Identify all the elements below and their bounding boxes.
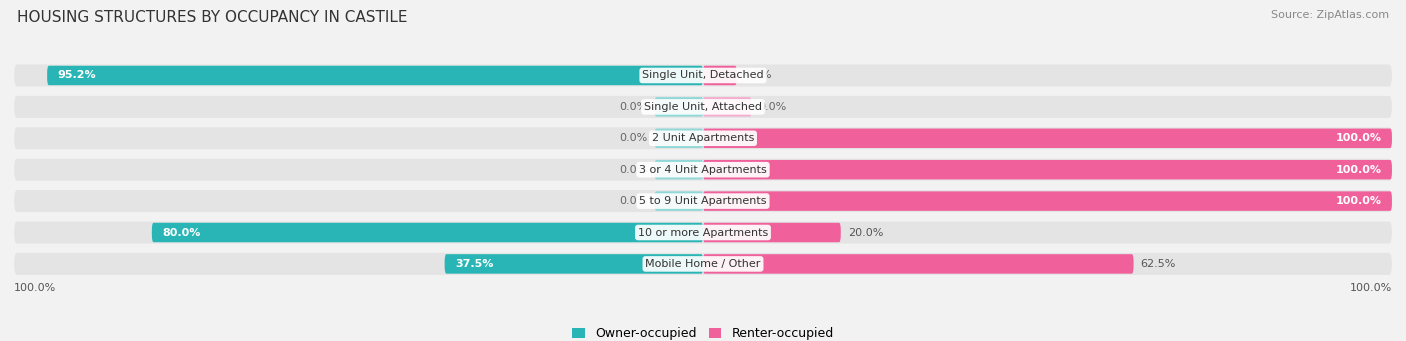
FancyBboxPatch shape [14, 64, 1392, 87]
Text: 3 or 4 Unit Apartments: 3 or 4 Unit Apartments [640, 165, 766, 175]
FancyBboxPatch shape [703, 160, 1392, 179]
Text: Mobile Home / Other: Mobile Home / Other [645, 259, 761, 269]
Text: HOUSING STRUCTURES BY OCCUPANCY IN CASTILE: HOUSING STRUCTURES BY OCCUPANCY IN CASTI… [17, 10, 408, 25]
Text: 10 or more Apartments: 10 or more Apartments [638, 227, 768, 238]
FancyBboxPatch shape [14, 253, 1392, 275]
FancyBboxPatch shape [703, 191, 1392, 211]
FancyBboxPatch shape [444, 254, 703, 273]
Legend: Owner-occupied, Renter-occupied: Owner-occupied, Renter-occupied [572, 327, 834, 340]
Text: 100.0%: 100.0% [1336, 133, 1382, 143]
Text: 100.0%: 100.0% [1350, 283, 1392, 293]
FancyBboxPatch shape [703, 66, 737, 85]
Text: 0.0%: 0.0% [758, 102, 786, 112]
FancyBboxPatch shape [655, 160, 703, 179]
FancyBboxPatch shape [703, 97, 751, 117]
Text: 0.0%: 0.0% [620, 165, 648, 175]
FancyBboxPatch shape [14, 127, 1392, 149]
Text: 20.0%: 20.0% [848, 227, 883, 238]
FancyBboxPatch shape [655, 97, 703, 117]
FancyBboxPatch shape [703, 129, 1392, 148]
FancyBboxPatch shape [655, 129, 703, 148]
Text: 62.5%: 62.5% [1140, 259, 1175, 269]
Text: Single Unit, Detached: Single Unit, Detached [643, 71, 763, 80]
FancyBboxPatch shape [703, 254, 1133, 273]
Text: 37.5%: 37.5% [456, 259, 494, 269]
FancyBboxPatch shape [14, 222, 1392, 243]
Text: 80.0%: 80.0% [162, 227, 201, 238]
FancyBboxPatch shape [48, 66, 703, 85]
FancyBboxPatch shape [14, 190, 1392, 212]
FancyBboxPatch shape [703, 223, 841, 242]
FancyBboxPatch shape [655, 191, 703, 211]
Text: 100.0%: 100.0% [1336, 165, 1382, 175]
FancyBboxPatch shape [152, 223, 703, 242]
Text: 4.9%: 4.9% [744, 71, 772, 80]
Text: 100.0%: 100.0% [14, 283, 56, 293]
Text: 95.2%: 95.2% [58, 71, 96, 80]
Text: 5 to 9 Unit Apartments: 5 to 9 Unit Apartments [640, 196, 766, 206]
Text: 0.0%: 0.0% [620, 196, 648, 206]
Text: 0.0%: 0.0% [620, 102, 648, 112]
FancyBboxPatch shape [14, 96, 1392, 118]
Text: 100.0%: 100.0% [1336, 196, 1382, 206]
FancyBboxPatch shape [14, 159, 1392, 181]
Text: 0.0%: 0.0% [620, 133, 648, 143]
Text: 2 Unit Apartments: 2 Unit Apartments [652, 133, 754, 143]
Text: Single Unit, Attached: Single Unit, Attached [644, 102, 762, 112]
Text: Source: ZipAtlas.com: Source: ZipAtlas.com [1271, 10, 1389, 20]
